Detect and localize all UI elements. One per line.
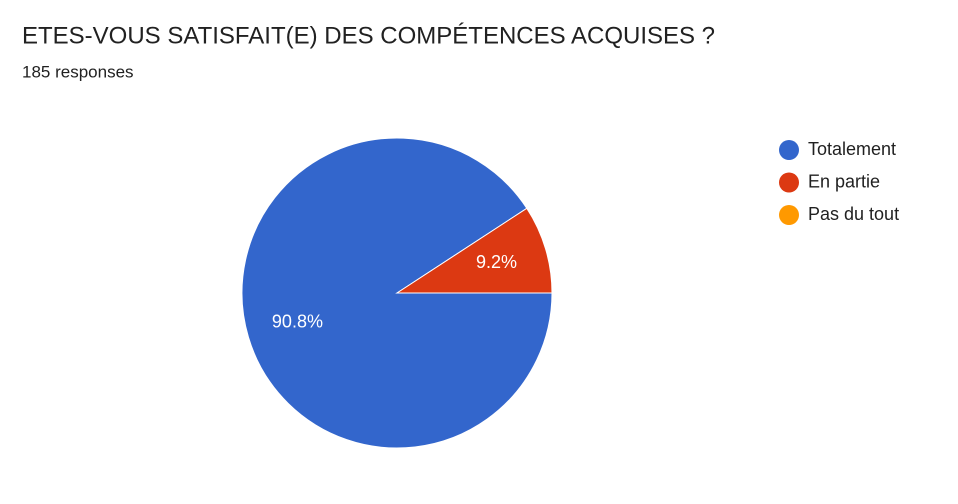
legend-label: Pas du tout — [808, 204, 899, 224]
chart-subtitle: 185 responses — [22, 62, 134, 81]
chart-title: ETES-VOUS SATISFAIT(E) DES COMPÉTENCES A… — [22, 22, 715, 49]
data-label: 9.2% — [476, 252, 517, 272]
legend-swatch — [779, 140, 799, 160]
legend-label: Totalement — [808, 139, 896, 159]
data-label: 90.8% — [272, 311, 323, 331]
legend-swatch — [779, 172, 799, 193]
legend-label: En partie — [808, 171, 880, 191]
legend-swatch — [779, 205, 799, 225]
pie-slice — [395, 207, 553, 294]
